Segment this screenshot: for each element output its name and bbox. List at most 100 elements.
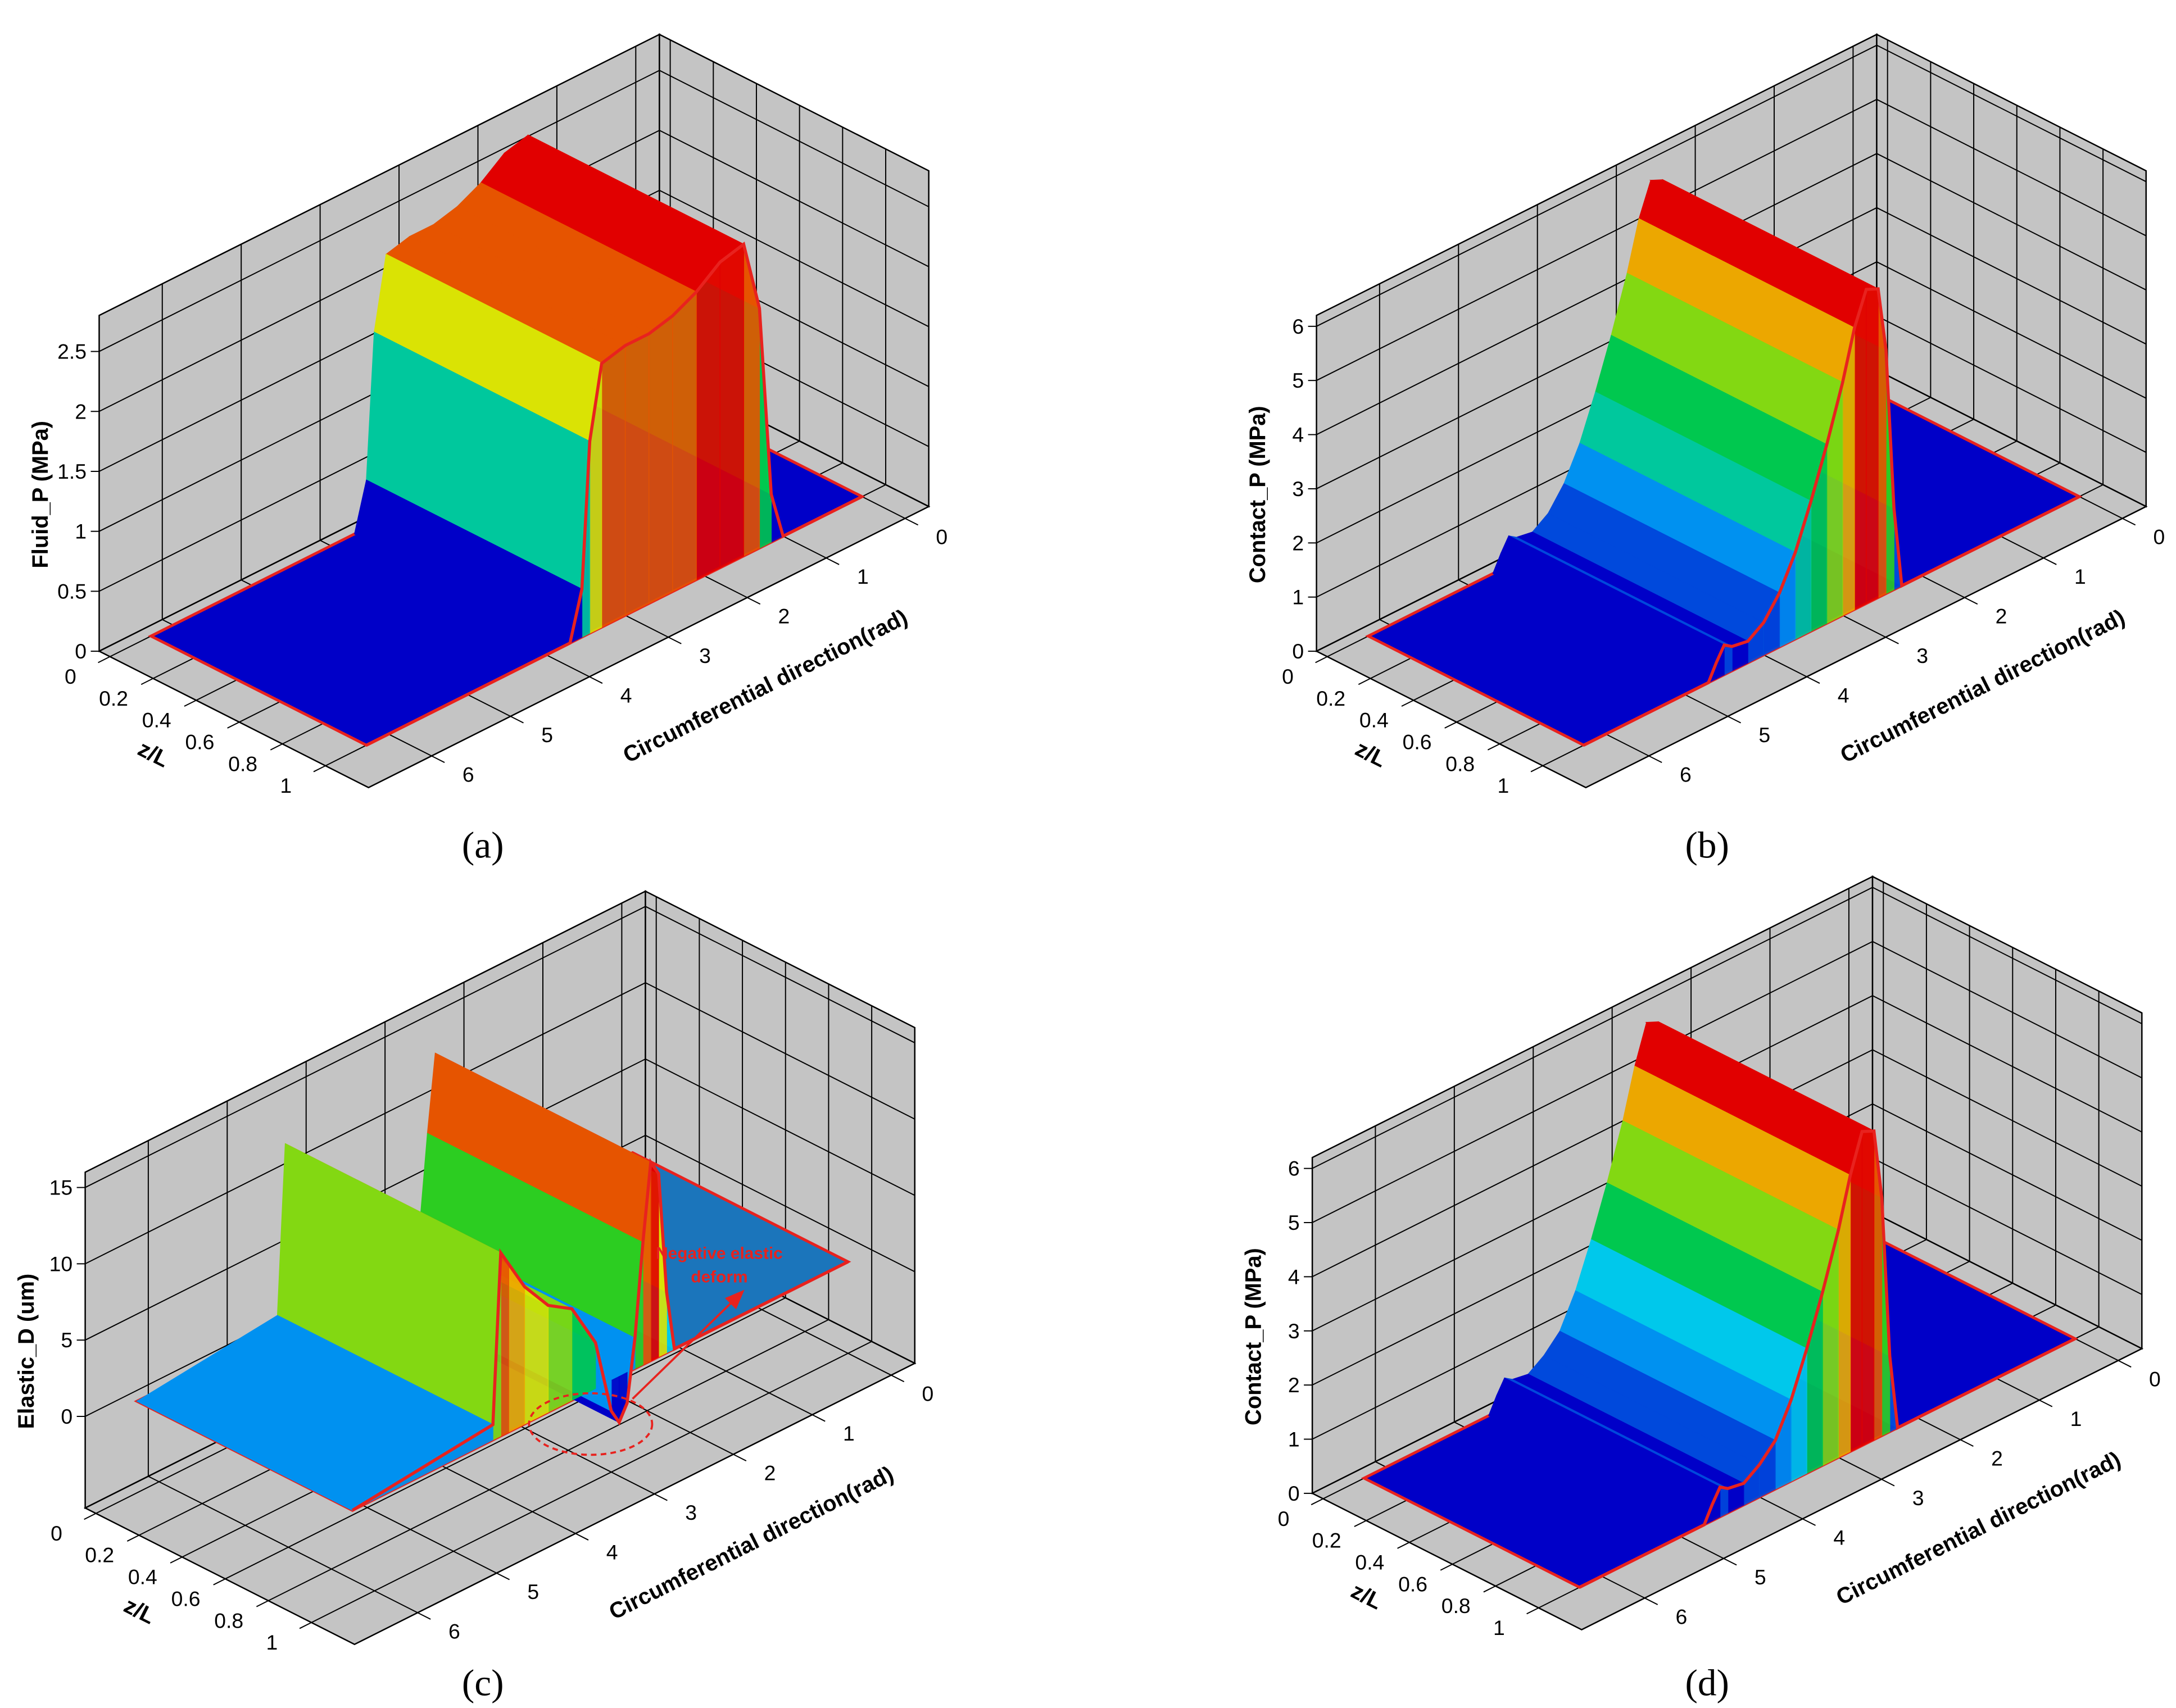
grid-line — [659, 70, 930, 207]
profile-line — [1579, 1129, 2076, 1589]
grid-line — [1872, 1211, 2142, 1350]
annotation-text: Negative elastic — [656, 1244, 783, 1262]
box-edge — [1581, 1348, 2142, 1630]
grid-line — [1872, 1103, 2142, 1241]
z-tick-label: 0.6 — [185, 730, 214, 754]
y-tick-label: 2 — [1288, 1373, 1300, 1397]
tick-mark — [299, 1621, 312, 1629]
z-tick-label: 0.8 — [1445, 752, 1475, 775]
x-tick-label: 4 — [1838, 684, 1849, 707]
grid-line — [148, 1475, 418, 1614]
tick-mark — [668, 637, 682, 644]
tick-mark — [2118, 1360, 2132, 1368]
y-axis-title: Fluid_P (MPa) — [28, 421, 53, 569]
tick-mark — [1964, 597, 1978, 605]
surface-front — [696, 261, 720, 580]
grid-line — [645, 1059, 915, 1196]
profile-line — [351, 1158, 849, 1512]
tick-mark — [1723, 1557, 1737, 1566]
grid-line — [225, 1297, 786, 1580]
tick-mark — [496, 1572, 510, 1580]
z-axis-title: z/L — [1352, 736, 1390, 772]
z-tick-label: 0 — [51, 1521, 62, 1545]
grid-line — [1876, 369, 2147, 507]
y-axis-title: Elastic_D (um) — [14, 1274, 39, 1429]
z-tick-label: 0.8 — [214, 1609, 243, 1632]
z-tick-label: 0.4 — [128, 1565, 157, 1589]
tick-mark — [1526, 1607, 1539, 1615]
box-edge — [85, 1507, 355, 1645]
tick-mark — [1806, 676, 1820, 684]
x-tick-label: 2 — [1991, 1446, 2003, 1470]
tick-mark — [747, 597, 761, 605]
x-tick-label: 3 — [1916, 644, 1928, 667]
x-tick-label: 6 — [1675, 1605, 1687, 1628]
z-tick-label: 0.8 — [228, 752, 257, 775]
tick-mark — [126, 1534, 139, 1542]
x-tick-label: 0 — [936, 525, 948, 549]
x-tick-label: 0 — [2153, 525, 2165, 549]
grid-line — [1876, 261, 2147, 399]
y-tick-label: 0 — [61, 1405, 72, 1428]
surface-front — [508, 1262, 525, 1433]
grid-line — [1876, 99, 2147, 237]
caption: (a) — [462, 824, 504, 866]
z-tick-label: 0 — [1278, 1507, 1290, 1530]
grid-line — [645, 1134, 915, 1273]
z-axis-title: z/L — [1347, 1578, 1386, 1614]
y-tick-label: 3 — [1292, 477, 1304, 501]
x-tick-label: 3 — [1912, 1486, 1924, 1510]
grid-line — [1312, 887, 1873, 1169]
caption: (d) — [1685, 1662, 1729, 1704]
x-tick-label: 4 — [1833, 1525, 1845, 1549]
grid-line — [645, 906, 915, 1043]
y-tick-label: 5 — [1288, 1211, 1300, 1234]
z-tick-label: 0.2 — [1316, 687, 1345, 710]
y-tick-label: 0 — [75, 639, 87, 663]
tick-mark — [1885, 637, 1899, 644]
grid-line — [1872, 995, 2142, 1133]
y-tick-label: 10 — [49, 1252, 73, 1275]
tick-mark — [1644, 1597, 1658, 1605]
z-tick-label: 0.4 — [1359, 708, 1389, 732]
surface-front — [1854, 289, 1867, 611]
annotation-ellipse — [528, 1392, 654, 1456]
grid-line — [1872, 1157, 2142, 1295]
x-tick-label: 1 — [2070, 1407, 2082, 1430]
x-tick-label: 4 — [620, 684, 632, 707]
grid-line — [1876, 153, 2147, 290]
tick-mark — [1881, 1479, 1895, 1487]
y-tick-label: 4 — [1288, 1265, 1300, 1288]
tick-mark — [589, 676, 603, 684]
x-tick-label: 2 — [778, 605, 790, 628]
grid-line — [1876, 44, 2147, 183]
grid-line — [1316, 153, 1877, 435]
grid-line — [1872, 941, 2142, 1079]
tick-mark — [1440, 1564, 1453, 1571]
box-edge — [368, 506, 930, 788]
box-edge — [1316, 651, 1586, 788]
y-tick-label: 1 — [1288, 1428, 1300, 1451]
y-tick-label: 4 — [1292, 423, 1304, 447]
tick-mark — [1802, 1518, 1816, 1526]
z-tick-label: 1 — [1498, 774, 1509, 797]
y-tick-label: 3 — [1288, 1319, 1300, 1343]
tick-mark — [2122, 517, 2136, 526]
y-axis-title: Contact_P (MPa) — [1241, 1248, 1266, 1425]
tick-mark — [270, 743, 283, 751]
x-tick-label: 6 — [1680, 762, 1692, 786]
tick-mark — [84, 1512, 97, 1520]
x-tick-label: 5 — [1758, 723, 1770, 747]
x-tick-label: 6 — [463, 762, 474, 786]
surface-front — [1724, 644, 1733, 676]
tick-mark — [2039, 1400, 2053, 1407]
x-tick-label: 0 — [2149, 1368, 2161, 1391]
tick-mark — [510, 716, 524, 724]
tick-mark — [313, 765, 326, 773]
z-axis-title: z/L — [120, 1593, 159, 1629]
grid-line — [1316, 99, 1877, 381]
x-tick-label: 1 — [857, 565, 869, 588]
y-tick-label: 0 — [1292, 639, 1304, 663]
z-axis-title: z/L — [134, 736, 173, 772]
